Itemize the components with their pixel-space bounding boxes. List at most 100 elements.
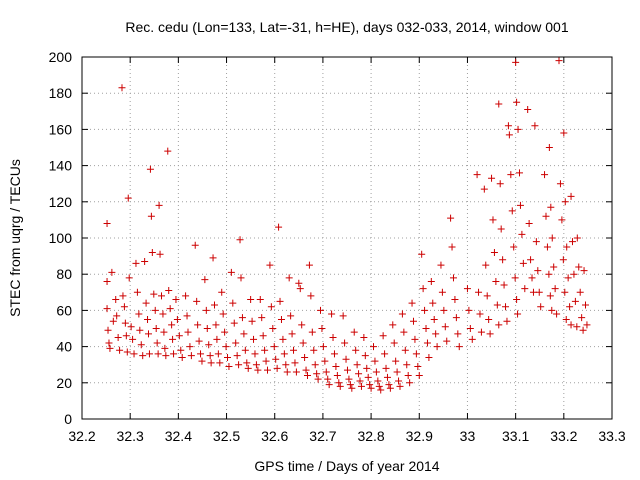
data-point: [488, 174, 496, 182]
data-point: [161, 344, 169, 352]
data-point: [103, 220, 111, 228]
data-point: [382, 364, 390, 372]
data-point: [556, 180, 564, 188]
data-point: [414, 363, 422, 371]
x-tick-label: 32.9: [406, 428, 433, 444]
data-point: [493, 301, 501, 309]
y-tick-label: 100: [49, 230, 73, 246]
data-point: [272, 355, 280, 363]
data-point: [567, 192, 575, 200]
data-point: [152, 325, 160, 332]
data-point: [560, 129, 568, 137]
data-point: [244, 364, 252, 372]
data-point: [555, 57, 563, 65]
data-point: [229, 299, 237, 307]
x-axis-label: GPS time / Days of year 2014: [254, 458, 439, 474]
data-point: [419, 285, 427, 293]
data-point: [377, 386, 385, 394]
data-point: [235, 361, 243, 369]
data-point: [512, 58, 520, 66]
data-point: [409, 317, 417, 325]
data-point: [485, 315, 493, 323]
y-tick-label: 60: [56, 302, 72, 318]
data-point: [345, 375, 353, 383]
data-point: [288, 330, 296, 338]
data-point: [573, 234, 581, 242]
tick-labels: 32.2 32.3 32.4 32.5 32.6 32.7 32.8 32.9 33 33.1 33…: [49, 49, 626, 444]
data-point: [473, 171, 481, 179]
data-point: [482, 261, 490, 269]
data-point: [427, 277, 435, 285]
data-point: [375, 382, 383, 390]
data-point: [175, 332, 183, 340]
data-point: [582, 301, 589, 309]
data-point: [329, 334, 337, 342]
data-point: [499, 256, 507, 264]
data-point: [333, 372, 341, 380]
data-point: [566, 303, 574, 311]
data-point: [168, 321, 176, 329]
data-point: [282, 361, 290, 369]
data-point: [514, 125, 522, 133]
data-point: [214, 350, 222, 358]
data-point: [236, 236, 244, 244]
data-point: [561, 288, 569, 296]
data-point: [310, 346, 318, 354]
data-point: [542, 212, 550, 220]
data-point: [475, 288, 483, 296]
data-point: [559, 256, 567, 264]
data-point: [403, 361, 411, 369]
data-point: [153, 339, 161, 347]
data-point: [547, 203, 555, 211]
data-point: [521, 285, 529, 293]
data-point: [155, 201, 163, 209]
data-point: [202, 306, 210, 314]
data-point: [112, 296, 120, 304]
data-point: [119, 292, 127, 300]
data-point: [237, 274, 245, 282]
data-point: [311, 361, 319, 369]
data-point: [248, 317, 256, 325]
data-point: [205, 341, 213, 349]
data-point: [393, 368, 401, 376]
data-point: [273, 364, 281, 372]
data-point: [261, 346, 269, 354]
data-point: [209, 254, 217, 262]
data-point: [116, 346, 124, 354]
data-point: [145, 350, 153, 358]
data-point: [127, 323, 135, 331]
data-point: [125, 274, 133, 282]
data-point: [343, 366, 351, 374]
data-point: [580, 267, 588, 275]
data-point: [367, 384, 375, 392]
data-point: [146, 165, 154, 173]
data-point: [313, 370, 321, 378]
data-point: [534, 267, 542, 275]
data-point: [489, 216, 497, 224]
data-point: [422, 325, 430, 332]
data-point: [177, 346, 185, 354]
data-point: [524, 105, 532, 113]
data-point: [495, 100, 503, 108]
data-point: [550, 263, 558, 271]
data-point: [221, 328, 229, 336]
data-point: [440, 306, 448, 314]
data-point: [437, 261, 445, 269]
data-point: [336, 382, 344, 390]
data-point: [319, 343, 327, 351]
data-point: [466, 325, 474, 332]
x-tick-label: 33: [460, 428, 476, 444]
data-point: [156, 250, 164, 258]
data-point: [290, 346, 298, 354]
data-point: [519, 259, 527, 267]
data-point: [510, 243, 518, 251]
data-point: [452, 314, 460, 322]
data-point: [254, 366, 262, 374]
data-point: [186, 343, 194, 351]
data-point: [352, 346, 360, 354]
data-point: [421, 306, 429, 314]
data-point: [443, 337, 451, 345]
data-point: [404, 372, 412, 380]
grid: [82, 57, 612, 419]
data-point: [447, 214, 455, 222]
